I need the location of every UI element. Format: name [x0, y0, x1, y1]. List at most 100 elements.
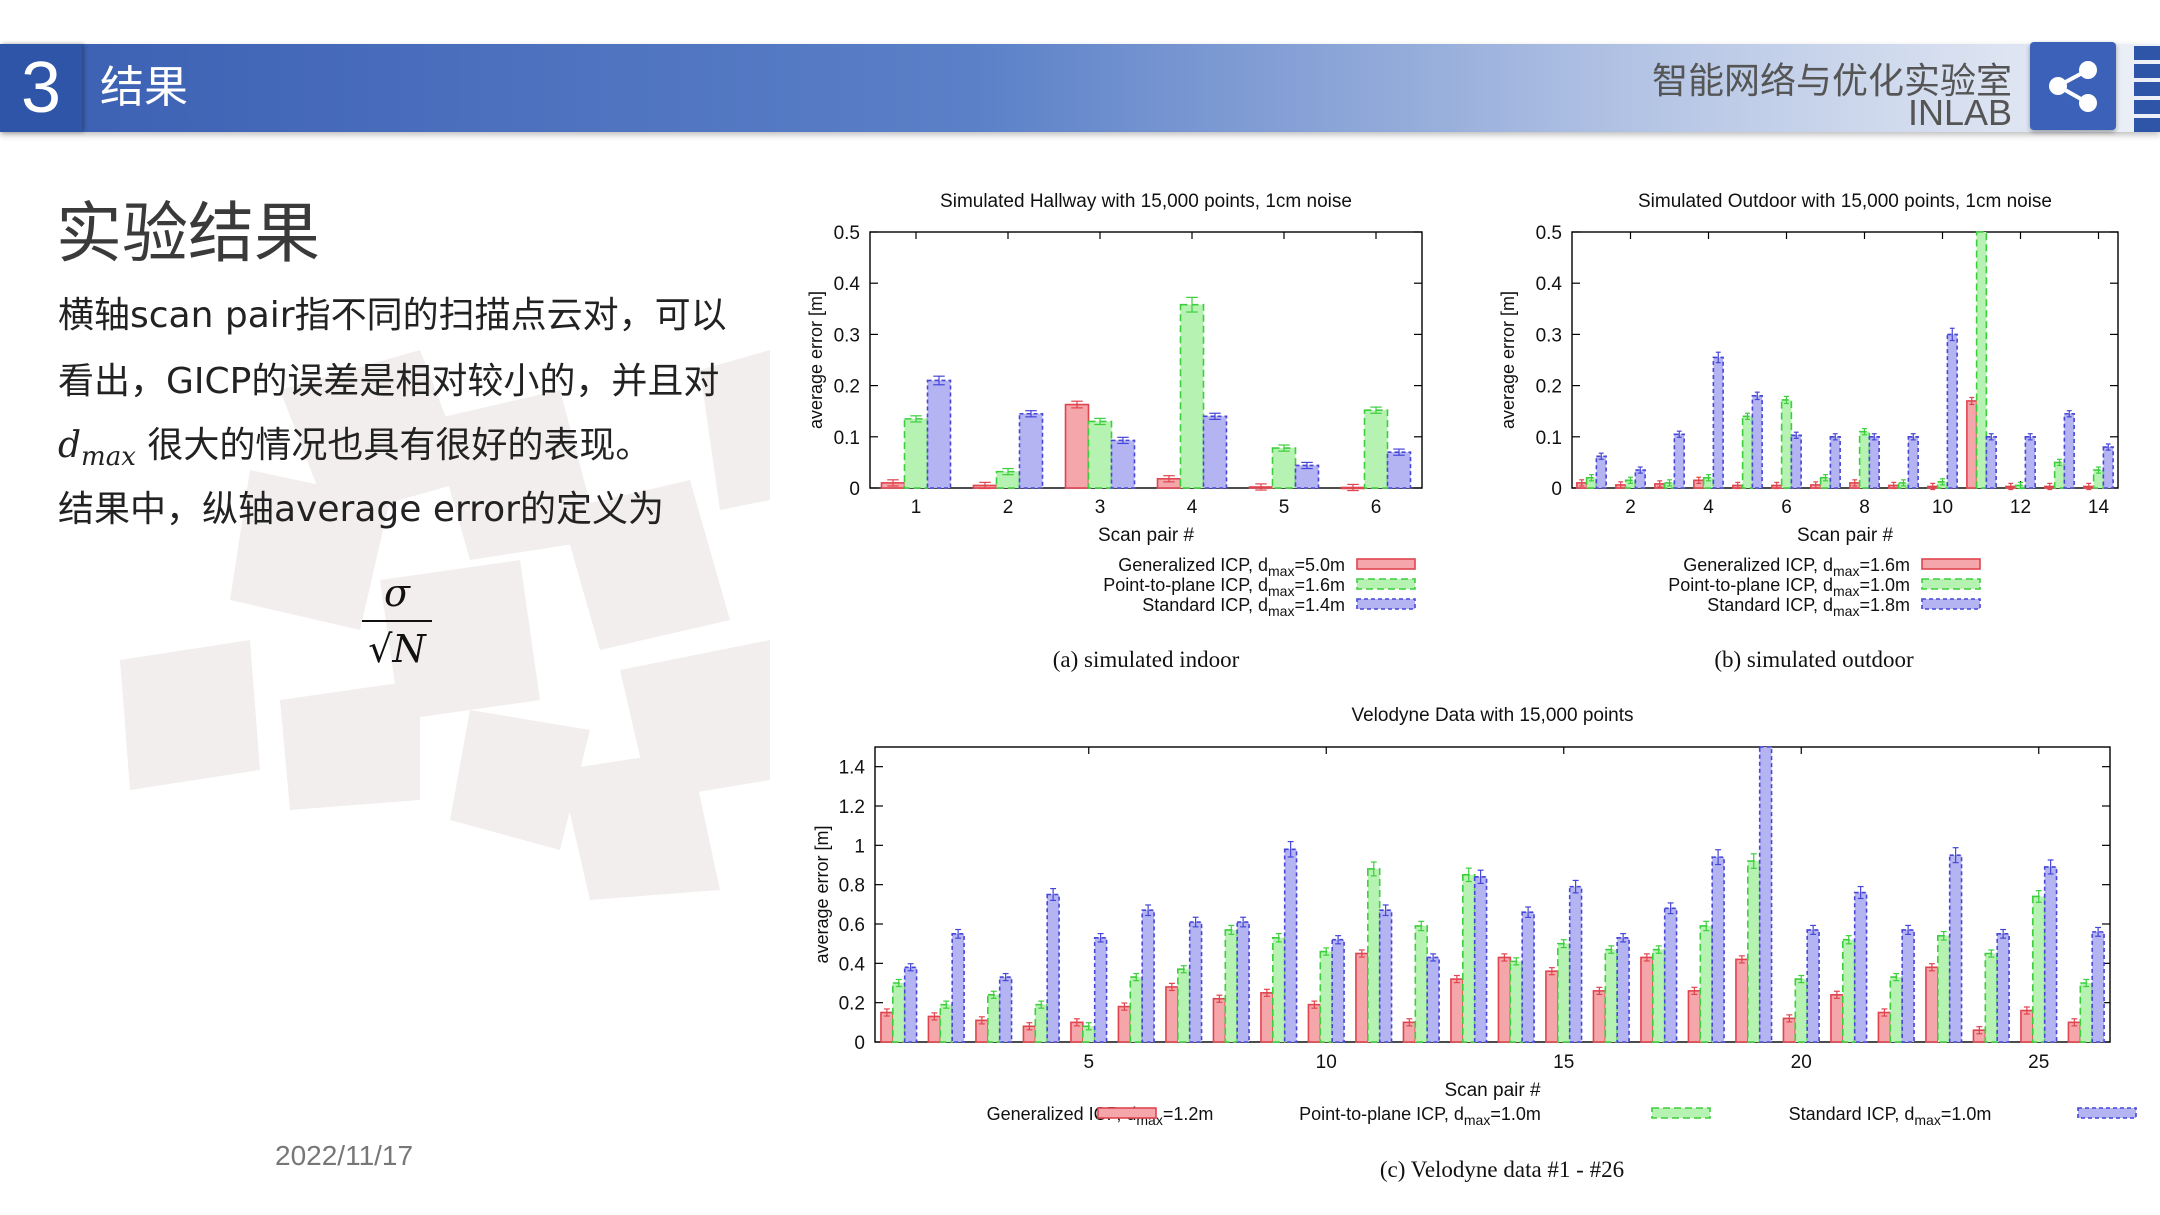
- chart-2-xtick-label: 4: [1703, 497, 1714, 518]
- chart-3-ylabel: average error [m]: [812, 825, 832, 963]
- chart-2-xtick-label: 6: [1781, 497, 1792, 518]
- chart-2-bar-s3: [2024, 435, 2036, 489]
- chart-2-bar-s3: [1595, 455, 1607, 489]
- chart-3-legend-swatch: [1651, 1107, 1711, 1119]
- chart-3-bar-s1: [1165, 986, 1179, 1043]
- chart-1-bar-s3: [1110, 439, 1136, 489]
- chart-3-bar-s3: [1473, 875, 1488, 1043]
- chart-3-bar-s1: [1355, 952, 1369, 1043]
- chart-3-bar-s2: [2079, 982, 2093, 1043]
- chart-2-xtick-label: 2: [1625, 497, 1636, 518]
- chart-3-bar-s3: [1853, 891, 1868, 1043]
- chart-2-ytick-label: 0.2: [1536, 377, 1562, 398]
- chart-3-legend-swatch: [2077, 1107, 2137, 1119]
- chart-3-bar-s2: [892, 982, 906, 1043]
- share-button[interactable]: [2030, 42, 2116, 130]
- chart-2-legend-label: Generalized ICP, dmax=1.6m: [1683, 555, 1910, 579]
- chart-3-bar-s2: [1319, 950, 1333, 1043]
- chart-3-bar-s2: [2032, 895, 2046, 1043]
- chart-3-bar-s2: [1224, 929, 1238, 1043]
- chart-1-bar-s2: [1087, 420, 1113, 489]
- background-decoration: [120, 350, 770, 900]
- chart-3-bar-s2: [939, 1003, 953, 1043]
- chart-3-bar-s2: [1794, 978, 1808, 1043]
- chart-3-bar-s2: [1747, 860, 1761, 1043]
- chart-3-bar-s1: [1640, 956, 1654, 1043]
- chart-2-bar-s2: [1741, 415, 1754, 489]
- chart-3-bar-s3: [2091, 931, 2105, 1043]
- chart-3-bar-s3: [1283, 848, 1298, 1043]
- chart-2-bar-s3: [1673, 433, 1685, 489]
- chart-3-bar-s3: [1426, 956, 1440, 1043]
- lab-name-cn: 智能网络与优化实验室: [1651, 61, 2012, 102]
- chart-3-bar-s2: [1889, 976, 1903, 1043]
- chart-3-bar-s2: [1272, 936, 1286, 1043]
- chart-1-ytick-label: 0.3: [834, 325, 860, 346]
- chart-1-legend-label: Point-to-plane ICP, dmax=1.6m: [1103, 575, 1345, 599]
- chart-3-bar-s2: [1034, 1003, 1048, 1043]
- chart-1-ytick-label: 0.5: [834, 223, 860, 244]
- share-icon: [2049, 61, 2097, 112]
- chart-2-bar-s3: [1907, 435, 1919, 489]
- chart-1-ytick-label: 0.4: [834, 274, 861, 295]
- chart-3-bar-s2: [1557, 942, 1571, 1043]
- chart-2-caption: (b) simulated outdoor: [1714, 647, 1914, 672]
- chart-3-legend-label: Generalized ICP, dmax=1.2m: [987, 1104, 1214, 1128]
- chart-1-xtick-label: 3: [1095, 497, 1106, 518]
- chart-2-bar-s3: [1985, 435, 1997, 489]
- chart-3-bar-s1: [1925, 966, 1939, 1043]
- chart-1-title: Simulated Hallway with 15,000 points, 1c…: [940, 191, 1352, 212]
- chart-3-bar-s3: [1711, 856, 1725, 1043]
- chart-3-bar-s3: [1331, 938, 1345, 1043]
- chart-2-legend-swatch: [1921, 578, 1981, 590]
- chart-2-bar-s3: [2063, 412, 2075, 489]
- chart-2-xtick-label: 8: [1859, 497, 1870, 518]
- chart-1-legend-swatch: [1356, 578, 1416, 590]
- chart-1-xtick-label: 6: [1371, 497, 1382, 518]
- chart-2-bar-s3: [1868, 435, 1880, 489]
- chart-1-ytick-label: 0.1: [834, 428, 860, 449]
- chart-3-xtick-label: 25: [2028, 1052, 2049, 1073]
- chart-3-plot-frame: [874, 746, 2111, 1043]
- chart-3-bar-s3: [1948, 854, 1963, 1043]
- chart-1-ytick-label: 0.2: [834, 377, 860, 398]
- chart-3-bar-s3: [1188, 921, 1203, 1043]
- chart-2-legend-label: Point-to-plane ICP, dmax=1.0m: [1668, 575, 1910, 599]
- chart-1-caption: (a) simulated indoor: [1053, 647, 1240, 672]
- header-bar: [0, 44, 2160, 132]
- chart-3-bar-s3: [903, 966, 918, 1043]
- chart-3-bar-s3: [1568, 885, 1583, 1043]
- chart-3-bar-s1: [1117, 1005, 1132, 1043]
- chart-3-ytick-label: 0.8: [839, 876, 865, 897]
- chart-2-bar-s2: [1975, 231, 1988, 489]
- chart-3-bar-s3: [1996, 933, 2010, 1043]
- chart-1-bar-s2: [1363, 409, 1389, 489]
- chart-2-bar-s3: [1829, 435, 1841, 489]
- chart-3-bar-s1: [1735, 958, 1749, 1043]
- chart-3-bar-s2: [1652, 948, 1666, 1043]
- chart-3-ytick-label: 1: [854, 836, 865, 857]
- chart-3-bar-s3: [1046, 893, 1060, 1043]
- chart-3-bar-s1: [1450, 978, 1464, 1043]
- chart-3-bar-s2: [987, 993, 1001, 1043]
- chart-2-title: Simulated Outdoor with 15,000 points, 1c…: [1638, 191, 2052, 212]
- chart-1-xtick-label: 1: [911, 497, 922, 518]
- chart-3-legend-label: Point-to-plane ICP, dmax=1.0m: [1299, 1104, 1541, 1128]
- paragraph-line-3: dmax 很大的情况也具有很好的表现。: [58, 425, 652, 473]
- chart-2-legend-swatch: [1921, 598, 1981, 610]
- chart-3-bar-s3: [1616, 936, 1630, 1043]
- chart-3-bar-s3: [1378, 909, 1393, 1043]
- chart-3-bar-s3: [2043, 866, 2058, 1043]
- chart-3-bar-s1: [880, 1011, 894, 1043]
- chart-1-xtick-label: 2: [1003, 497, 1014, 518]
- chart-3-bar-s1: [1260, 992, 1274, 1043]
- chart-3-bar-s3: [1141, 909, 1155, 1043]
- menu-tab[interactable]: [2134, 46, 2160, 132]
- chart-3-ytick-label: 0: [854, 1033, 865, 1054]
- chart-1-xtick-label: 4: [1187, 497, 1198, 518]
- chart-2-bar-s2: [2053, 461, 2066, 489]
- chart-3-bar-s3: [1236, 921, 1250, 1043]
- chart-2-xtick-label: 10: [1932, 497, 1953, 518]
- chart-2-ytick-label: 0.1: [1536, 428, 1562, 449]
- lab-name-en: INLAB: [1907, 92, 2012, 133]
